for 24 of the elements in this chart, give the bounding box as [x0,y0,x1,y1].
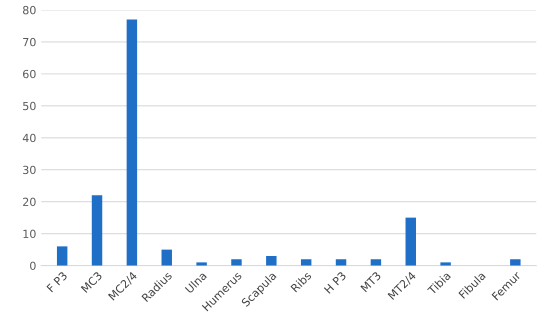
bar [440,262,451,266]
y-tick-label: 70 [23,38,36,46]
bar [406,218,416,266]
y-tick-label: 30 [23,166,36,174]
y-tick-label: 50 [23,102,36,110]
y-tick-label: 80 [23,6,36,14]
y-tick-label: 0 [30,262,36,270]
x-tick-label: H P3 [324,271,346,294]
bar [510,259,521,266]
bar [56,246,68,266]
bar [92,195,102,266]
x-tick-label: F P3 [46,271,68,293]
bar [196,262,207,266]
bar [162,250,172,266]
y-tick-label: 60 [23,70,36,78]
y-tick-label: 40 [22,134,36,142]
bar [370,259,382,266]
bar [231,259,242,266]
bar [266,256,277,266]
bar [336,259,346,266]
bar [300,259,312,266]
bar [126,20,138,266]
y-tick-label: 10 [23,230,36,238]
y-tick-label: 20 [23,198,36,206]
